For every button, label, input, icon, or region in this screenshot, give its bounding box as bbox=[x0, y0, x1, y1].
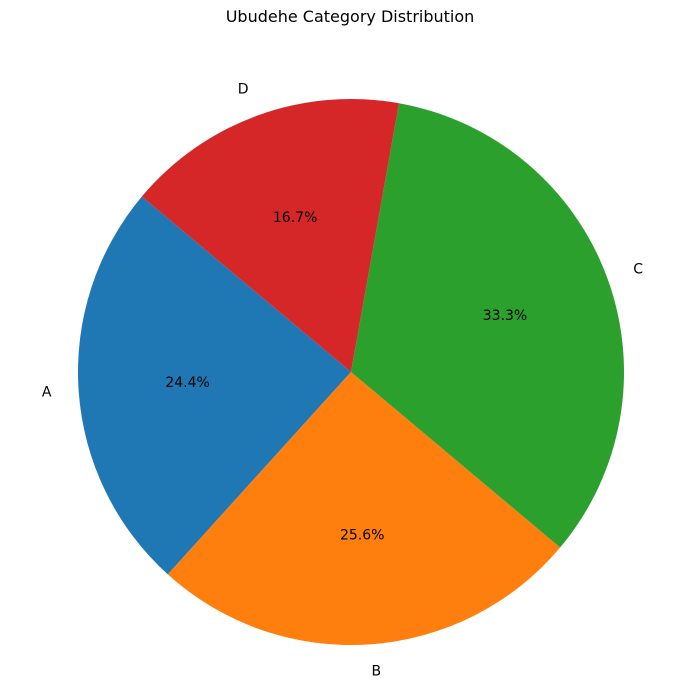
slice-label-a: A bbox=[42, 385, 52, 401]
pie-slice-c bbox=[351, 103, 624, 548]
slice-percent-b: 25.6% bbox=[340, 527, 384, 543]
slice-label-c: C bbox=[633, 262, 643, 278]
pie-labels: A 24.4% B 25.6% C 33.3% D 16.7% bbox=[42, 82, 643, 680]
pie-slices bbox=[77, 99, 624, 646]
pie-slice-a bbox=[77, 196, 352, 575]
slice-percent-c: 33.3% bbox=[483, 308, 527, 324]
chart-title: Ubudehe Category Distribution bbox=[226, 7, 475, 26]
slice-label-d: D bbox=[238, 82, 249, 98]
slice-percent-a: 24.4% bbox=[165, 375, 209, 391]
pie-slice-b bbox=[167, 372, 561, 646]
pie-slice-d bbox=[141, 99, 399, 372]
slice-label-b: B bbox=[372, 664, 382, 680]
slice-percent-d: 16.7% bbox=[273, 210, 317, 226]
